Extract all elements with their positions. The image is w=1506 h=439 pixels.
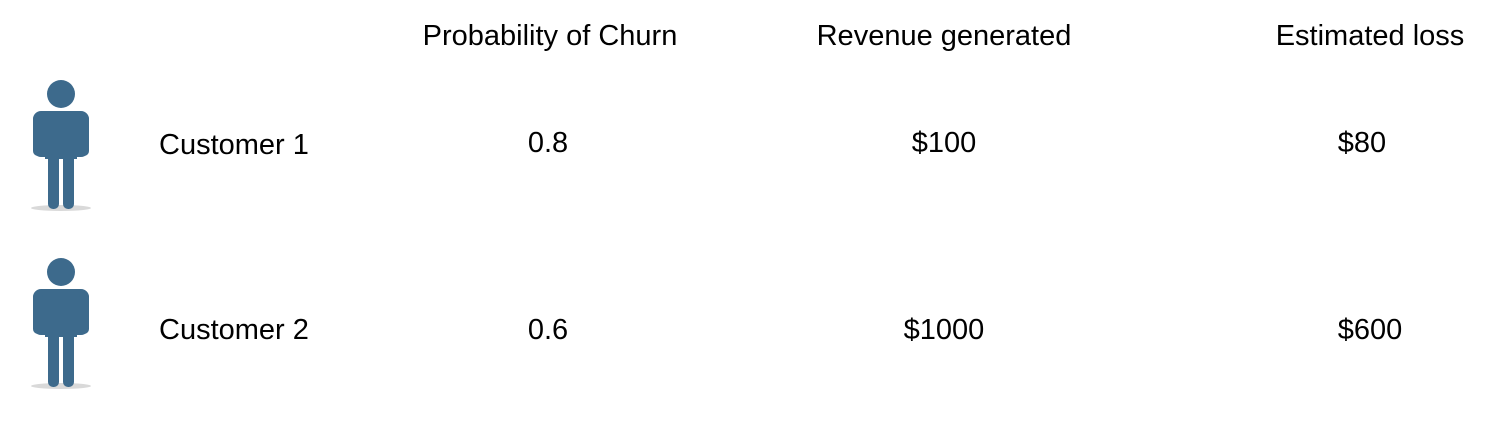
customer-2-estimated-loss: $600: [1337, 314, 1403, 346]
customer-1-revenue: $100: [911, 127, 977, 159]
person-icon: [22, 252, 100, 390]
customer-2-revenue: $1000: [903, 314, 985, 346]
customer-2-probability: 0.6: [527, 314, 569, 346]
customer-1-probability: 0.8: [527, 127, 569, 159]
customer-1-label: Customer 1: [159, 129, 309, 161]
header-revenue-generated: Revenue generated: [816, 20, 1072, 52]
person-icon: [22, 74, 100, 212]
customer-2-label: Customer 2: [159, 314, 309, 346]
header-probability-of-churn: Probability of Churn: [422, 20, 678, 52]
header-estimated-loss: Estimated loss: [1275, 20, 1465, 52]
customer-1-estimated-loss: $80: [1337, 127, 1387, 159]
